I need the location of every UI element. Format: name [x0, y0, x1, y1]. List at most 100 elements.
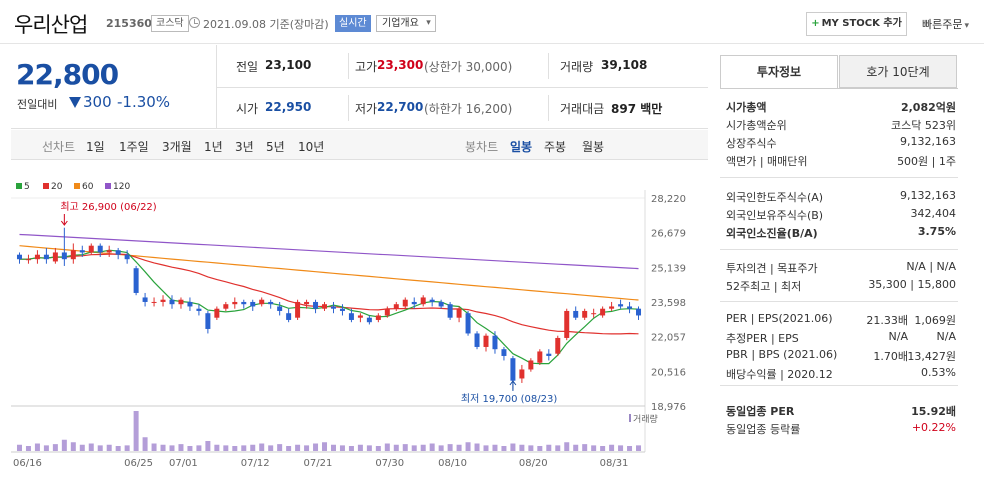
- candle-body: [384, 308, 390, 316]
- divider: [548, 95, 549, 121]
- volume-bar: [393, 444, 399, 451]
- x-tick-label: 07/21: [304, 458, 333, 469]
- volume-bar: [573, 444, 579, 451]
- line-chart-label[interactable]: 선차트: [42, 140, 76, 154]
- candle-body: [160, 299, 166, 302]
- divider: [720, 88, 958, 89]
- candle-body: [636, 308, 642, 316]
- volume-bar: [429, 443, 435, 451]
- volume-bar: [501, 446, 507, 451]
- volume-bar: [124, 445, 130, 451]
- volume-bar: [88, 443, 94, 451]
- volume-bar: [277, 444, 283, 451]
- add-my-stock-label: MY STOCK 추가: [821, 18, 902, 29]
- info-row-value: 2,082억원: [900, 101, 956, 114]
- ma120-line: [19, 233, 639, 270]
- volume-bar: [313, 443, 319, 451]
- add-my-stock-button[interactable]: + MY STOCK 추가: [806, 12, 907, 36]
- candle-body: [52, 252, 58, 262]
- volume-bar: [438, 445, 444, 451]
- change-label: 전일대비: [17, 98, 58, 111]
- candle-body: [25, 259, 31, 261]
- volume-bar: [330, 444, 336, 451]
- info-row-label: 시가총액순위: [726, 119, 787, 132]
- volume-label: 거래량: [560, 60, 594, 74]
- x-tick-label: 06/16: [13, 458, 42, 469]
- company-overview-dropdown[interactable]: 기업개요: [376, 15, 436, 32]
- period-3y[interactable]: 3년: [235, 140, 254, 154]
- live-button[interactable]: 실시간: [335, 15, 371, 32]
- low-label: 저가: [355, 102, 378, 116]
- high-label: 고가: [355, 60, 378, 74]
- volume-bar: [79, 444, 85, 451]
- info-row-value-1: N/A: [888, 330, 908, 343]
- x-tick-label: 07/12: [241, 458, 270, 469]
- volume-bar: [483, 445, 489, 451]
- open-label: 시가: [236, 102, 259, 116]
- volume-bar: [402, 444, 408, 451]
- candle-monthly[interactable]: 월봉: [582, 140, 605, 154]
- legend-ma20-label: 20: [51, 182, 63, 192]
- candle-body: [474, 333, 480, 347]
- price-summary: 22,800 전일대비 300 -1.30% 전일 23,100 고가 23,3…: [11, 45, 708, 129]
- candle-body: [501, 349, 507, 356]
- info-row: 외국인한도주식수(A) 9,132,163: [720, 189, 956, 207]
- info-row-label: 동일업종 PER: [726, 405, 795, 418]
- candle-body: [330, 306, 336, 309]
- trade-value: 897 백만: [611, 102, 663, 116]
- volume-bar: [223, 445, 229, 451]
- y-tick-label: 20,516: [651, 367, 686, 378]
- volume-bar: [411, 445, 417, 451]
- x-tick-label: 08/31: [600, 458, 629, 469]
- period-1y[interactable]: 1년: [204, 140, 223, 154]
- volume-bar: [357, 444, 363, 451]
- high-value: 23,300: [377, 58, 424, 72]
- volume-bar: [160, 444, 166, 451]
- quick-order-dropdown[interactable]: 빠른주문: [922, 16, 969, 32]
- volume-bar: [133, 411, 139, 451]
- info-row: 동일업종 등락률 +0.22%: [720, 421, 956, 439]
- tab-order-book[interactable]: 호가 10단계: [839, 55, 957, 88]
- candle-body: [600, 308, 606, 316]
- info-row-value: 9,132,163: [900, 189, 956, 202]
- volume-bar: [546, 444, 552, 451]
- period-1w[interactable]: 1주일: [119, 140, 149, 154]
- candle-body: [106, 250, 112, 253]
- divider: [548, 53, 549, 79]
- info-row: 외국인소진율(B/A) 3.75%: [720, 225, 956, 243]
- tab-investment-info[interactable]: 투자정보: [720, 55, 838, 88]
- volume-label: 거래량: [633, 413, 658, 425]
- candle-body: [429, 299, 435, 302]
- candle-daily[interactable]: 일봉: [510, 140, 533, 154]
- candle-body: [402, 299, 408, 307]
- candle-body: [357, 315, 363, 318]
- candle-weekly[interactable]: 주봉: [544, 140, 567, 154]
- candle-body: [537, 351, 543, 363]
- volume-bar: [339, 445, 345, 451]
- candle-body: [465, 313, 471, 334]
- current-price: 22,800: [16, 58, 119, 91]
- info-row-label: 외국인소진율(B/A): [726, 227, 818, 240]
- candlestick-chart[interactable]: 28,220 26,679 25,139 23,598 22,057 20,516 18,9…: [11, 190, 708, 470]
- candle-chart-label[interactable]: 봉차트: [465, 140, 499, 154]
- period-5y[interactable]: 5년: [266, 140, 285, 154]
- trade-value-label: 거래대금: [560, 102, 605, 116]
- candle-body: [348, 313, 354, 320]
- info-row-label: 동일업종 등락률: [726, 423, 801, 436]
- info-row: 액면가 | 매매단위 500원 | 1주: [720, 153, 956, 171]
- volume-bar: [43, 445, 49, 451]
- volume-bar: [348, 446, 354, 451]
- info-row-label: PBR | BPS (2021.06): [726, 348, 838, 361]
- volume-bar: [609, 444, 615, 451]
- legend-ma5-label: 5: [24, 182, 30, 192]
- candle-body: [43, 254, 49, 260]
- stock-code: 215360: [106, 17, 152, 30]
- volume-bar: [295, 444, 301, 451]
- period-3m[interactable]: 3개월: [162, 140, 192, 154]
- volume-bar: [241, 445, 247, 451]
- volume-bar: [537, 446, 543, 451]
- period-10y[interactable]: 10년: [298, 140, 325, 154]
- period-1d[interactable]: 1일: [86, 140, 105, 154]
- candle-body: [510, 358, 516, 381]
- info-row: PER | EPS(2021.06) 21.33배 1,069원: [720, 312, 956, 330]
